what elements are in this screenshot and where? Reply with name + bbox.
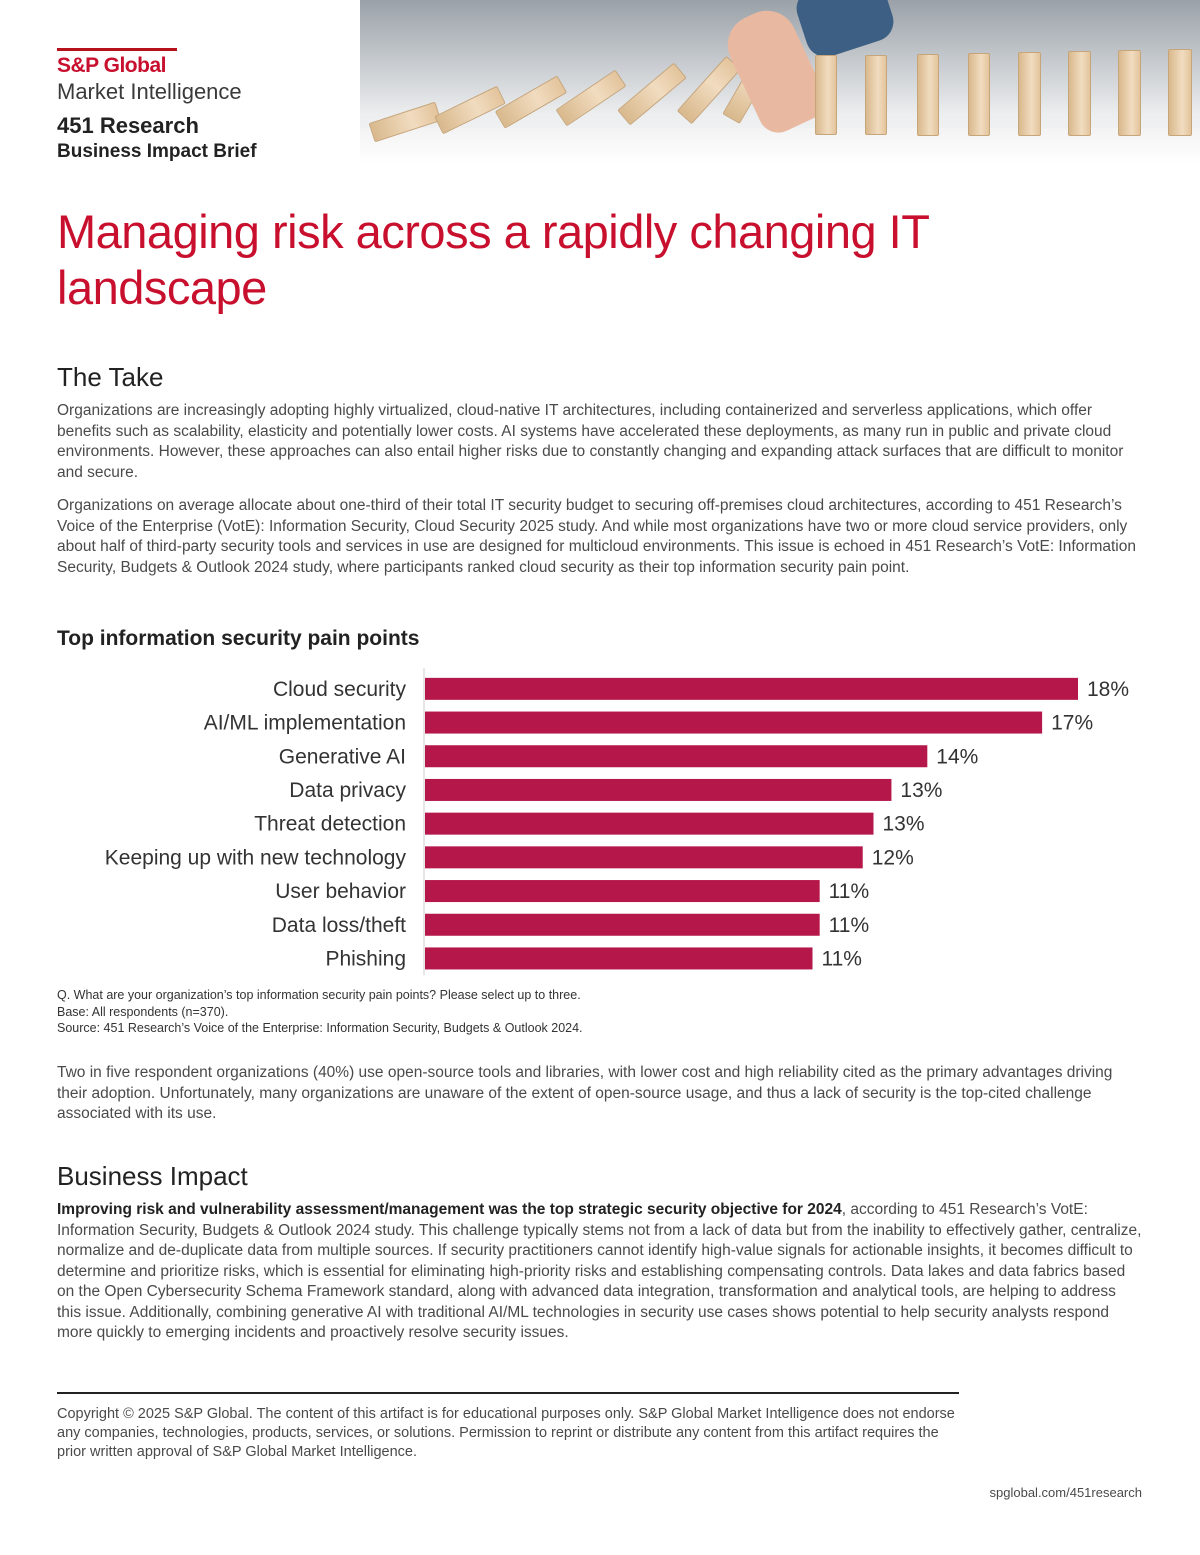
chart-value-label: 11%	[829, 880, 869, 903]
chart-value-label: 11%	[829, 914, 869, 937]
chart-value-label: 13%	[882, 813, 924, 836]
chart-question-note: Q. What are your organization’s top info…	[57, 988, 581, 1002]
chart-value-label: 11%	[821, 947, 861, 970]
chart-bar	[425, 677, 1078, 700]
chart-bar	[425, 711, 1043, 734]
chart-bar	[425, 947, 813, 970]
section-heading-the-take: The Take	[57, 362, 164, 392]
chart-value-label: 13%	[900, 779, 942, 802]
footer-rule	[57, 1392, 959, 1394]
chart-category-label: AI/ML implementation	[204, 712, 406, 735]
chart-category-label: Phishing	[325, 947, 406, 970]
domino	[1168, 49, 1192, 136]
chart-category-label: Threat detection	[254, 813, 406, 836]
chart-bar	[425, 846, 863, 869]
copyright-notice: Copyright © 2025 S&P Global. The content…	[57, 1406, 955, 1460]
chart-notes: Q. What are your organization’s top info…	[57, 987, 1057, 1037]
paragraph-business-impact: Improving risk and vulnerability assessm…	[57, 1200, 1142, 1344]
chart-category-label: Data loss/theft	[272, 914, 406, 937]
research-name: 451 Research	[57, 113, 199, 138]
domino	[917, 54, 939, 136]
pain-points-bar-chart: Cloud security 18% AI/ML implementation 17%…	[105, 668, 1129, 976]
domino	[617, 62, 687, 126]
chart-value-label: 14%	[936, 745, 978, 768]
footer-url-link[interactable]: spglobal.com/451research	[989, 1485, 1142, 1500]
brand-logo-subtitle: Market Intelligence	[57, 79, 242, 104]
paragraph-the-take-1: Organizations are increasingly adopting …	[57, 402, 1124, 481]
chart-category-label: Cloud security	[273, 678, 407, 701]
domino	[1018, 52, 1041, 136]
paragraph-the-take-2: Organizations on average allocate about …	[57, 497, 1136, 576]
brand-logo-name: S&P Global	[57, 54, 166, 77]
chart-bar	[425, 745, 928, 768]
hero-image	[360, 0, 1200, 164]
page-title: Managing risk across a rapidly changing …	[57, 205, 929, 314]
chart-value-label: 12%	[872, 846, 914, 869]
chart-category-label: Keeping up with new technology	[105, 846, 407, 869]
chart-bar	[425, 778, 892, 801]
domino	[1068, 51, 1091, 136]
hero-sleeve	[791, 0, 899, 63]
chart-category-label: Data privacy	[289, 779, 406, 802]
domino	[865, 55, 887, 135]
chart-bar	[425, 812, 874, 835]
domino	[968, 53, 990, 136]
brief-type: Business Impact Brief	[57, 141, 257, 162]
chart-category-label: User behavior	[275, 880, 406, 903]
section-heading-business-impact: Business Impact	[57, 1161, 248, 1191]
business-impact-lead: Improving risk and vulnerability assessm…	[57, 1201, 842, 1218]
chart-value-label: 17%	[1051, 712, 1093, 735]
domino	[1118, 50, 1141, 136]
chart-bar	[425, 913, 820, 936]
logo-rule	[57, 48, 177, 51]
chart-base-note: Base: All respondents (n=370).	[57, 1004, 229, 1019]
paragraph-open-source: Two in five respondent organizations (40…	[57, 1064, 1113, 1122]
chart-title: Top information security pain points	[57, 627, 420, 650]
chart-category-label: Generative AI	[279, 745, 406, 768]
chart-value-label: 18%	[1087, 678, 1129, 701]
domino	[815, 55, 837, 135]
chart-bar	[425, 880, 820, 903]
chart-source-note: Source: 451 Research’s Voice of the Ente…	[57, 1021, 583, 1035]
domino	[555, 69, 627, 127]
business-impact-body: , according to 451 Research’s VotE: Info…	[57, 1201, 1142, 1341]
domino	[494, 75, 568, 129]
hero-table-surface	[360, 128, 1200, 164]
